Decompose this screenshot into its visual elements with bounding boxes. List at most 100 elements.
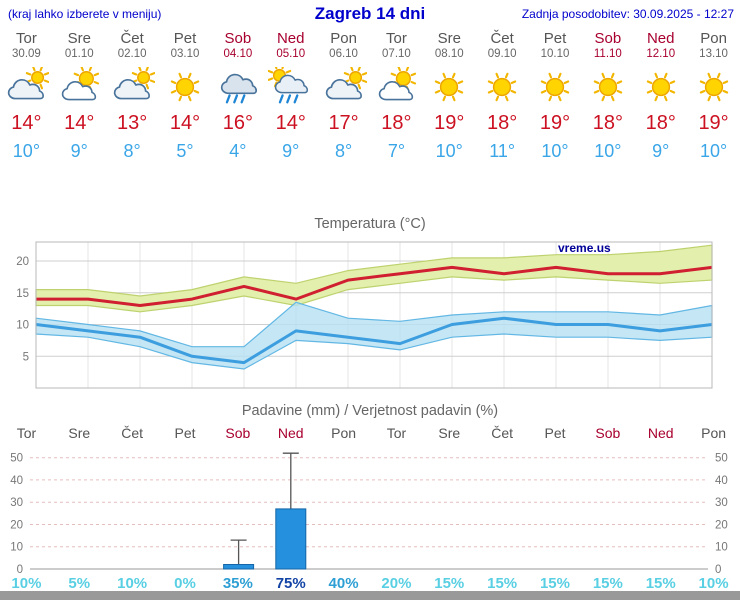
precip-day-label: Pon bbox=[331, 425, 357, 441]
day-date: 30.09 bbox=[12, 48, 41, 60]
precip-day-label: Pet bbox=[174, 425, 196, 441]
day-name: Pet bbox=[173, 30, 197, 47]
svg-text:40: 40 bbox=[10, 475, 23, 487]
precip-probability: 15% bbox=[434, 575, 465, 592]
sun-rain-icon bbox=[264, 66, 317, 108]
min-temperature: 10° bbox=[699, 141, 728, 161]
max-temperature: 14° bbox=[275, 112, 306, 134]
day-date: 13.10 bbox=[699, 48, 728, 60]
day-column[interactable]: Čet 02.10 13° 8° bbox=[106, 30, 159, 162]
day-column[interactable]: Pon 13.10 19° 10° bbox=[687, 30, 740, 162]
precip-probability: 20% bbox=[381, 575, 412, 592]
max-temperature: 19° bbox=[539, 112, 571, 134]
day-date: 05.10 bbox=[276, 48, 306, 60]
day-column[interactable]: Pon 06.10 17° 8° bbox=[317, 30, 370, 162]
day-name: Ned bbox=[646, 30, 675, 47]
day-date: 12.10 bbox=[646, 48, 676, 60]
day-name: Pon bbox=[330, 30, 357, 47]
svg-text:10: 10 bbox=[715, 542, 728, 554]
max-temperature: 14° bbox=[169, 112, 201, 134]
min-temperature: 9° bbox=[70, 141, 88, 161]
day-date: 09.10 bbox=[487, 48, 517, 60]
last-update-timestamp: Zadnja posodobitev: 30.09.2025 - 12:27 bbox=[521, 7, 734, 21]
day-column[interactable]: Sob 11.10 18° 10° bbox=[581, 30, 634, 162]
day-date: 02.10 bbox=[117, 48, 147, 60]
day-name: Čet bbox=[490, 30, 514, 47]
sunny-icon bbox=[529, 66, 582, 108]
day-column[interactable]: Ned 12.10 18° 9° bbox=[634, 30, 687, 162]
day-column[interactable]: Pet 10.10 19° 10° bbox=[529, 30, 582, 162]
mostly-cloudy-icon bbox=[0, 66, 53, 108]
precip-probability: 40% bbox=[328, 575, 359, 592]
sunny-icon bbox=[581, 66, 634, 108]
temperature-chart-title: Temperatura (°C) bbox=[314, 216, 426, 232]
precip-day-label: Pet bbox=[544, 425, 566, 441]
precip-probability: 75% bbox=[275, 575, 306, 592]
max-temperature: 13° bbox=[117, 112, 148, 134]
page-title: Zagreb 14 dni bbox=[314, 4, 426, 23]
svg-text:15: 15 bbox=[16, 288, 29, 300]
day-date: 03.10 bbox=[170, 48, 200, 60]
svg-text:50: 50 bbox=[715, 453, 728, 465]
precip-day-label: Sre bbox=[68, 425, 91, 441]
min-temperature: 10° bbox=[12, 141, 41, 161]
precip-probability: 10% bbox=[11, 575, 42, 592]
day-date: 10.10 bbox=[540, 48, 570, 60]
min-temperature: 8° bbox=[334, 141, 353, 161]
svg-text:0: 0 bbox=[17, 564, 23, 576]
max-temperature: 18° bbox=[645, 112, 676, 134]
precip-probability: 10% bbox=[117, 575, 148, 592]
sunny-icon bbox=[159, 66, 212, 108]
max-temperature: 19° bbox=[698, 112, 729, 134]
day-column[interactable]: Ned 05.10 14° 9° bbox=[264, 30, 317, 162]
precip-probability: 35% bbox=[222, 575, 253, 592]
min-temperature: 4° bbox=[229, 141, 247, 161]
precip-probability: 0% bbox=[174, 575, 196, 592]
svg-text:30: 30 bbox=[10, 497, 23, 509]
precip-day-label: Tor bbox=[386, 425, 407, 441]
max-temperature: 17° bbox=[328, 112, 359, 134]
precip-day-label: Sob bbox=[225, 425, 251, 441]
day-column[interactable]: Tor 30.09 14° 10° bbox=[0, 30, 53, 162]
svg-text:20: 20 bbox=[715, 520, 728, 532]
day-column[interactable]: Tor 07.10 18° 7° bbox=[370, 30, 423, 162]
day-column[interactable]: Sre 01.10 14° 9° bbox=[53, 30, 106, 162]
menu-hint-note: (kraj lahko izberete v meniju) bbox=[8, 7, 162, 21]
precip-day-label: Čet bbox=[491, 425, 514, 441]
precip-day-label: Sre bbox=[438, 425, 461, 441]
day-name: Sre bbox=[67, 30, 91, 47]
day-date: 06.10 bbox=[329, 48, 358, 60]
day-date: 07.10 bbox=[382, 48, 411, 60]
day-name: Tor bbox=[16, 30, 37, 47]
max-temperature: 14° bbox=[64, 112, 95, 134]
precip-day-label: Ned bbox=[647, 425, 674, 441]
day-name: Pet bbox=[543, 30, 567, 47]
min-temperature: 10° bbox=[435, 141, 463, 161]
partly-cloudy-icon bbox=[53, 66, 106, 108]
day-date: 01.10 bbox=[64, 48, 94, 60]
rain-icon bbox=[211, 66, 264, 108]
min-temperature: 9° bbox=[652, 141, 670, 161]
sunny-icon bbox=[687, 66, 740, 108]
day-date: 11.10 bbox=[593, 48, 622, 60]
day-name: Tor bbox=[386, 30, 407, 47]
precip-day-label: Ned bbox=[277, 425, 304, 441]
precip-probability: 15% bbox=[487, 575, 518, 592]
day-column[interactable]: Čet 09.10 18° 11° bbox=[476, 30, 529, 162]
forecast-days-row: Tor 30.09 14° 10° Sre 01.10 14° 9° Čet 0… bbox=[0, 30, 740, 162]
svg-text:20: 20 bbox=[10, 520, 23, 532]
partly-cloudy-icon bbox=[370, 66, 423, 108]
svg-text:50: 50 bbox=[10, 453, 23, 465]
max-temperature: 18° bbox=[592, 112, 623, 134]
day-column[interactable]: Sob 04.10 16° 4° bbox=[211, 30, 264, 162]
max-temperature: 18° bbox=[487, 112, 518, 134]
sunny-icon bbox=[476, 66, 529, 108]
day-column[interactable]: Pet 03.10 14° 5° bbox=[159, 30, 212, 162]
day-date: 08.10 bbox=[434, 48, 464, 60]
day-name: Sob bbox=[224, 30, 252, 47]
max-temperature: 19° bbox=[434, 112, 465, 134]
day-column[interactable]: Sre 08.10 19° 10° bbox=[423, 30, 476, 162]
min-temperature: 10° bbox=[541, 141, 569, 161]
svg-text:5: 5 bbox=[23, 351, 29, 363]
svg-text:30: 30 bbox=[715, 497, 728, 509]
